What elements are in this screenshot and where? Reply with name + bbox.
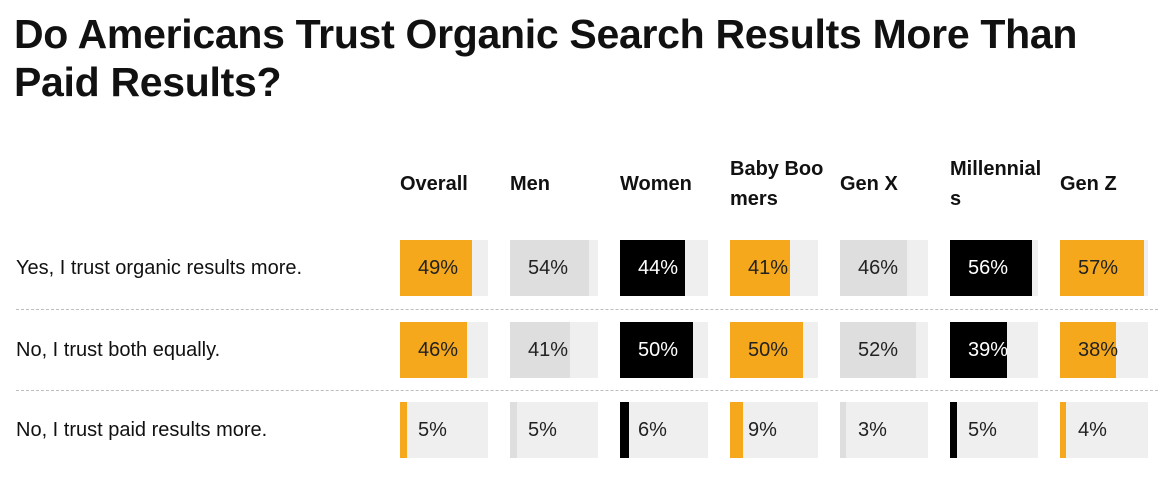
column-header-men: Men — [510, 173, 550, 195]
bar-value-label: 5% — [968, 418, 997, 441]
row-label: No, I trust both equally. — [16, 338, 221, 361]
bar-fill — [730, 402, 743, 458]
bar-cell-millennials: 5% — [950, 402, 1038, 458]
bar-fill — [730, 322, 803, 378]
bar-value-label: 5% — [418, 418, 447, 441]
column-header-gen-z: Gen Z — [1060, 173, 1117, 195]
column-header-overall: Overall — [400, 173, 468, 195]
bar-value-label: 4% — [1078, 418, 1107, 441]
bar-fill — [950, 240, 1032, 296]
bar-value-label: 3% — [858, 418, 887, 441]
row-divider — [16, 309, 1158, 310]
bar-value-label: 46% — [858, 256, 899, 279]
bar-fill — [950, 402, 957, 458]
bar-value-label: 49% — [418, 256, 459, 279]
bar-cell-gen-z: 57% — [1060, 240, 1148, 296]
bar-cell-gen-x: 46% — [840, 240, 928, 296]
bar-value-label: 56% — [968, 256, 1009, 279]
bar-fill — [1060, 402, 1066, 458]
bar-cell-women: 44% — [620, 240, 708, 296]
bar-fill — [730, 240, 790, 296]
bar-value-label: 46% — [418, 338, 459, 361]
bar-value-label: 57% — [1078, 256, 1119, 279]
bar-cell-gen-z: 4% — [1060, 402, 1148, 458]
bar-fill — [400, 240, 472, 296]
bar-cell-gen-x: 3% — [840, 402, 928, 458]
bar-fill — [510, 240, 589, 296]
bar-cell-baby-boomers: 50% — [730, 322, 818, 378]
bar-value-label: 44% — [638, 256, 679, 279]
bar-fill — [840, 402, 846, 458]
bar-cell-gen-z: 38% — [1060, 322, 1148, 378]
bar-cell-overall: 46% — [400, 322, 488, 378]
bar-fill — [950, 322, 1007, 378]
bar-value-label: 41% — [748, 256, 789, 279]
bar-value-label: 52% — [858, 338, 899, 361]
bar-fill — [840, 240, 907, 296]
row-divider — [16, 390, 1158, 391]
bar-cell-overall: 5% — [400, 402, 488, 458]
bar-value-label: 5% — [528, 418, 557, 441]
bar-cell-baby-boomers: 41% — [730, 240, 818, 296]
bar-value-label: 38% — [1078, 338, 1119, 361]
row-label: No, I trust paid results more. — [16, 418, 268, 441]
bar-fill — [400, 402, 407, 458]
bar-fill — [1060, 322, 1116, 378]
bar-fill — [620, 402, 629, 458]
row-label: Yes, I trust organic results more. — [16, 256, 303, 279]
column-header-millennials: Millennials — [950, 158, 1042, 210]
bar-fill — [1060, 240, 1144, 296]
bar-fill — [510, 322, 570, 378]
bar-value-label: 50% — [748, 338, 789, 361]
bar-value-label: 6% — [638, 418, 667, 441]
bar-fill — [620, 240, 685, 296]
bar-fill — [620, 322, 693, 378]
bar-fill — [400, 322, 467, 378]
bar-fill — [510, 402, 517, 458]
bar-cell-millennials: 56% — [950, 240, 1038, 296]
bar-cell-men: 54% — [510, 240, 598, 296]
bar-value-label: 50% — [638, 338, 679, 361]
column-header-baby-boomers: Baby Boomers — [730, 158, 824, 210]
bar-cell-men: 41% — [510, 322, 598, 378]
bar-value-label: 41% — [528, 338, 569, 361]
bar-value-label: 39% — [968, 338, 1009, 361]
bar-value-label: 9% — [748, 418, 777, 441]
bar-cell-women: 6% — [620, 402, 708, 458]
bar-value-label: 54% — [528, 256, 569, 279]
bar-cell-overall: 49% — [400, 240, 488, 296]
bar-cell-baby-boomers: 9% — [730, 402, 818, 458]
bar-cell-gen-x: 52% — [840, 322, 928, 378]
bar-cell-women: 50% — [620, 322, 708, 378]
column-header-gen-x: Gen X — [840, 173, 898, 195]
bar-cell-millennials: 39% — [950, 322, 1038, 378]
bar-cell-men: 5% — [510, 402, 598, 458]
bar-fill — [840, 322, 916, 378]
column-header-women: Women — [620, 173, 692, 195]
chart-title: Do Americans Trust Organic Search Result… — [14, 11, 1078, 105]
